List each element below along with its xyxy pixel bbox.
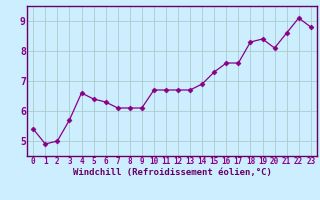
X-axis label: Windchill (Refroidissement éolien,°C): Windchill (Refroidissement éolien,°C): [73, 168, 271, 177]
